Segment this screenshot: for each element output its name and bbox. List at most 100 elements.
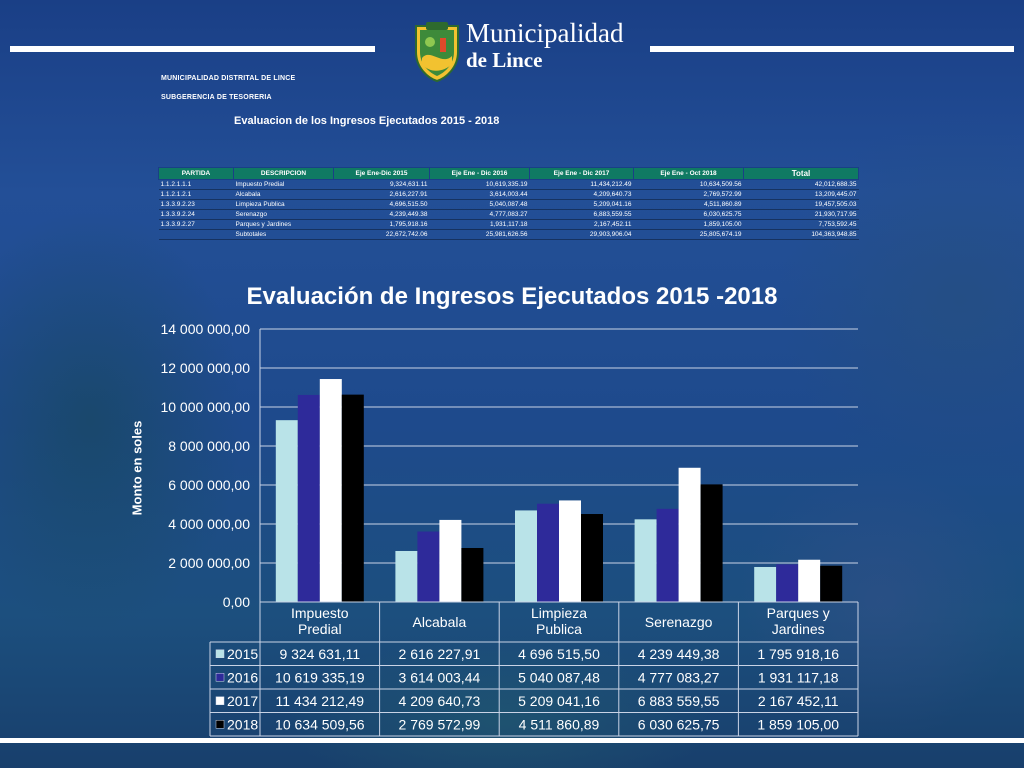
data-label: 1 859 105,00	[757, 716, 839, 732]
table-cell: 9,324,631.11	[333, 179, 430, 190]
data-label: 4 209 640,73	[399, 693, 481, 709]
x-tick-label: Limpieza	[531, 605, 587, 621]
y-tick-label: 10 000 000,00	[160, 399, 250, 415]
table-cell: Serenazgo	[233, 209, 334, 220]
table-cell: 104,363,948.85	[743, 229, 859, 240]
x-tick-label: Serenazgo	[645, 614, 713, 630]
table-cell: 10,619,335.19	[429, 179, 530, 190]
data-label: 3 614 003,44	[399, 669, 481, 685]
table-cell: 10,634,509.56	[633, 179, 744, 190]
bar-2015	[395, 550, 418, 602]
table-row-subtotal: Subtotales 22,672,742.06 25,981,626.56 29,9…	[158, 229, 859, 240]
legend-swatch-2018	[215, 720, 225, 729]
table-header-cell: PARTIDA	[158, 167, 234, 180]
brand-line1: Municipalidad	[466, 18, 624, 48]
bar-2016	[417, 531, 440, 602]
data-label: 1 931 117,18	[758, 669, 839, 685]
table-cell: 22,672,742.06	[333, 229, 430, 240]
table-header-cell: Eje Ene - Dic 2016	[429, 167, 530, 180]
table-cell: 1,795,918.16	[333, 219, 430, 230]
table-cell: 4,511,860.89	[633, 199, 744, 210]
bar-2015	[754, 566, 777, 602]
data-label: 9 324 631,11	[279, 646, 360, 662]
legend-label: 2018	[227, 716, 258, 732]
x-tick-label: Parques y	[767, 605, 830, 621]
bar-2017	[678, 467, 701, 602]
legend-label: 2016	[227, 669, 258, 685]
data-label: 11 434 212,49	[276, 693, 365, 709]
x-tick-label: Predial	[298, 621, 342, 637]
footer-rule	[0, 738, 1024, 743]
table-cell: 5,040,087.48	[429, 199, 530, 210]
bar-2018	[700, 484, 723, 602]
table-cell: 1.1.2.1.1.1	[158, 179, 234, 190]
table-cell: Impuesto Predial	[233, 179, 334, 190]
data-label: 4 777 083,27	[638, 669, 720, 685]
bar-2016	[776, 564, 799, 602]
table-cell	[158, 229, 234, 240]
y-tick-label: 14 000 000,00	[160, 321, 250, 337]
income-table: PARTIDA DESCRIPCION Eje Ene-Dic 2015 Eje…	[158, 167, 859, 240]
data-label: 5 040 087,48	[518, 669, 600, 685]
table-cell: 11,434,212.49	[529, 179, 634, 190]
table-cell: 1.3.3.9.2.24	[158, 209, 234, 220]
table-row: 1.3.3.9.2.24 Serenazgo 4,239,449.38 4,777,0…	[158, 209, 859, 220]
x-tick-label: Impuesto	[291, 605, 349, 621]
brand-line2: de Lince	[466, 48, 543, 72]
table-row: 1.3.3.9.2.27 Parques y Jardines 1,795,918.…	[158, 219, 859, 230]
table-cell: 25,981,626.56	[429, 229, 530, 240]
table-cell: 13,209,445.07	[743, 189, 859, 200]
table-row: 1.1.2.1.2.1 Alcabala 2,616,227.91 3,614,003…	[158, 189, 859, 200]
brand-name: Municipalidad de Lince	[466, 20, 623, 71]
data-label: 6 883 559,55	[638, 693, 720, 709]
x-tick-label: Publica	[536, 621, 582, 637]
org-subunit: SUBGERENCIA DE TESORERIA	[161, 94, 272, 101]
x-tick-label: Jardines	[772, 621, 825, 637]
data-label: 4 511 860,89	[519, 716, 600, 732]
data-label: 10 619 335,19	[275, 669, 365, 685]
data-label: 2 769 572,99	[399, 716, 481, 732]
y-tick-label: 6 000 000,00	[168, 477, 250, 493]
table-cell: 6,883,559.55	[529, 209, 634, 220]
header-rule-right	[650, 46, 1014, 52]
data-label: 4 696 515,50	[518, 646, 600, 662]
table-header-cell: DESCRIPCION	[233, 167, 334, 180]
table-row: 1.1.2.1.1.1 Impuesto Predial 9,324,631.11 1…	[158, 179, 859, 190]
table-cell: 21,930,717.95	[743, 209, 859, 220]
bar-2018	[581, 514, 603, 602]
table-cell: 42,012,688.35	[743, 179, 859, 190]
table-header-cell: Eje Ene-Dic 2015	[333, 167, 430, 180]
bar-2017	[559, 500, 581, 602]
bar-2016	[656, 508, 679, 602]
legend-label: 2017	[227, 693, 258, 709]
table-cell: Parques y Jardines	[233, 219, 334, 230]
table-header-cell: Eje Ene - Oct 2018	[633, 167, 744, 180]
table-cell: 29,903,906.04	[529, 229, 634, 240]
table-cell: 5,209,041.16	[529, 199, 634, 210]
bar-2017	[798, 559, 821, 602]
table-header-row: PARTIDA DESCRIPCION Eje Ene-Dic 2015 Eje…	[158, 167, 859, 180]
document-title: Evaluacion de los Ingresos Ejecutados 20…	[234, 115, 500, 127]
table-cell: 4,696,515.50	[333, 199, 430, 210]
bar-2016	[297, 394, 320, 602]
data-label: 1 795 918,16	[757, 646, 839, 662]
data-label: 6 030 625,75	[638, 716, 720, 732]
table-cell: 1.1.2.1.2.1	[158, 189, 234, 200]
data-label: 5 209 041,16	[518, 693, 600, 709]
y-tick-label: 4 000 000,00	[168, 516, 250, 532]
bar-2017	[439, 519, 462, 602]
table-header-cell: Total	[743, 167, 859, 180]
table-cell: 4,239,449.38	[333, 209, 430, 220]
legend-swatch-2016	[215, 673, 225, 682]
table-cell: 4,209,640.73	[529, 189, 634, 200]
x-tick-label: Alcabala	[413, 614, 467, 630]
table-header-cell: Eje Ene - Dic 2017	[529, 167, 634, 180]
y-tick-label: 2 000 000,00	[168, 555, 250, 571]
table-cell: 1.3.3.9.2.27	[158, 219, 234, 230]
table-cell: 1.3.3.9.2.23	[158, 199, 234, 210]
table-cell: 3,614,003.44	[429, 189, 530, 200]
bar-2016	[537, 503, 559, 602]
bar-2018	[461, 547, 484, 602]
table-cell: 4,777,083.27	[429, 209, 530, 220]
